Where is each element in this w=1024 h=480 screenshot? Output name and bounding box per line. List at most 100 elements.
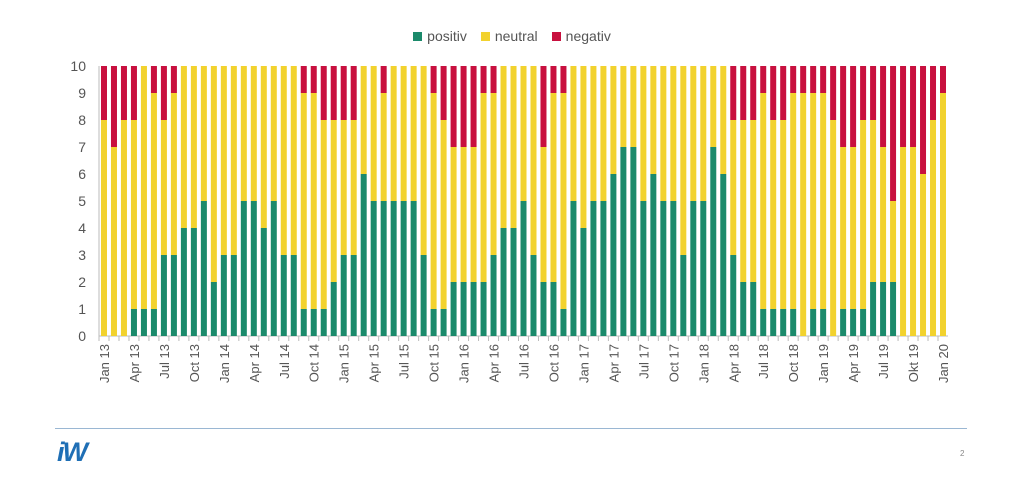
bar-segment-neutral [150,93,157,309]
bar-segment-neutral [280,66,287,255]
bar-segment-neutral [110,147,117,336]
bar-segment-positiv [740,282,747,336]
bar-segment-positiv [390,201,397,336]
bar-segment-neutral [100,120,107,336]
x-tick-label: Jan 14 [217,344,232,383]
bar-segment-positiv [400,201,407,336]
bar-segment-neutral [130,120,137,309]
bar-segment-positiv [560,309,567,336]
bar-segment-positiv [610,174,617,336]
bar-segment-negativ [730,66,737,120]
bar-segment-negativ [490,66,497,93]
bar-segment-positiv [870,282,877,336]
x-tick-label: Jan 16 [457,344,472,383]
bar-segment-positiv [410,201,417,336]
bar-segment-positiv [300,309,307,336]
x-tick-label: Oct 16 [546,344,561,382]
bar-segment-negativ [910,66,917,147]
bar-segment-negativ [300,66,307,93]
y-tick-label: 6 [78,166,86,182]
y-tick-label: 0 [78,328,86,344]
footer-divider [55,428,967,429]
legend-swatch [480,31,490,41]
bar-segment-positiv [350,255,357,336]
bar-segment-positiv [860,309,867,336]
bar-segment-neutral [260,66,267,228]
bar-segment-neutral [500,66,507,228]
bar-segment-neutral [520,66,527,201]
bar-segment-neutral [440,120,447,309]
bar-segment-neutral [140,66,147,309]
bar-segment-negativ [800,66,807,93]
bar-segment-positiv [290,255,297,336]
x-tick-label: Jul 15 [397,344,412,379]
bar-segment-negativ [340,66,347,120]
legend-item-positiv: positiv [413,28,467,44]
bar-segment-neutral [880,147,887,282]
bar-segment-negativ [820,66,827,93]
bar-segment-positiv [500,228,507,336]
x-tick-label: Apr 14 [247,344,262,382]
bar-segment-neutral [920,174,927,336]
bar-segment-negativ [560,66,567,93]
legend-label: neutral [494,28,538,44]
page-number: 2 [960,449,965,458]
bar-segment-positiv [730,255,737,336]
bar-segment-positiv [460,282,467,336]
bar-segment-positiv [370,201,377,336]
bar-segment-neutral [830,120,837,336]
bar-segment-negativ [810,66,817,93]
bar-segment-positiv [380,201,387,336]
bar-segment-negativ [430,66,437,93]
bar-segment-neutral [400,66,407,201]
bar-segment-neutral [850,147,857,309]
bar-segment-positiv [160,255,167,336]
bar-segment-neutral [680,66,687,255]
bar-segment-positiv [230,255,237,336]
bar-segment-neutral [220,66,227,255]
bar-segment-positiv [130,309,137,336]
x-tick-label: Jan 17 [576,344,591,383]
x-tick-label: Jul 13 [157,344,172,379]
bar-segment-neutral [410,66,417,201]
bar-segment-positiv [320,309,327,336]
bar-segment-positiv [720,174,727,336]
bar-segment-positiv [820,309,827,336]
bar-segment-neutral [470,147,477,282]
y-tick-label: 5 [78,193,86,209]
bar-segment-positiv [690,201,697,336]
y-tick-label: 3 [78,247,86,263]
bar-segment-negativ [890,66,897,201]
bar-segment-neutral [580,66,587,228]
x-tick-label: Jan 19 [816,344,831,383]
bar-segment-neutral [170,93,177,255]
bar-segment-positiv [630,147,637,336]
legend-item-neutral: neutral [480,28,538,44]
bar-segment-negativ [130,66,137,120]
x-tick-label: Jan 15 [337,344,352,383]
bar-segment-negativ [330,66,337,120]
bar-segment-neutral [450,147,457,282]
bar-segment-neutral [390,66,397,201]
chart-legend: positiv neutral negativ [0,28,1024,44]
bar-segment-positiv [650,174,657,336]
bar-segment-neutral [840,147,847,309]
bar-segment-neutral [670,66,677,201]
bar-segment-negativ [850,66,857,147]
bar-segment-negativ [830,66,837,120]
bar-segment-positiv [440,309,447,336]
bar-segment-neutral [490,93,497,255]
bar-segment-negativ [480,66,487,93]
bar-segment-negativ [120,66,127,120]
y-tick-label: 4 [78,220,86,236]
x-tick-label: Jul 19 [876,344,891,379]
bar-segment-negativ [100,66,107,120]
bar-segment-neutral [120,120,127,336]
bar-segment-positiv [540,282,547,336]
bar-segment-neutral [350,120,357,255]
bar-segment-positiv [640,201,647,336]
bar-segment-negativ [860,66,867,120]
bar-segment-neutral [860,120,867,309]
x-tick-label: Apr 17 [606,344,621,382]
bar-segment-positiv [270,201,277,336]
